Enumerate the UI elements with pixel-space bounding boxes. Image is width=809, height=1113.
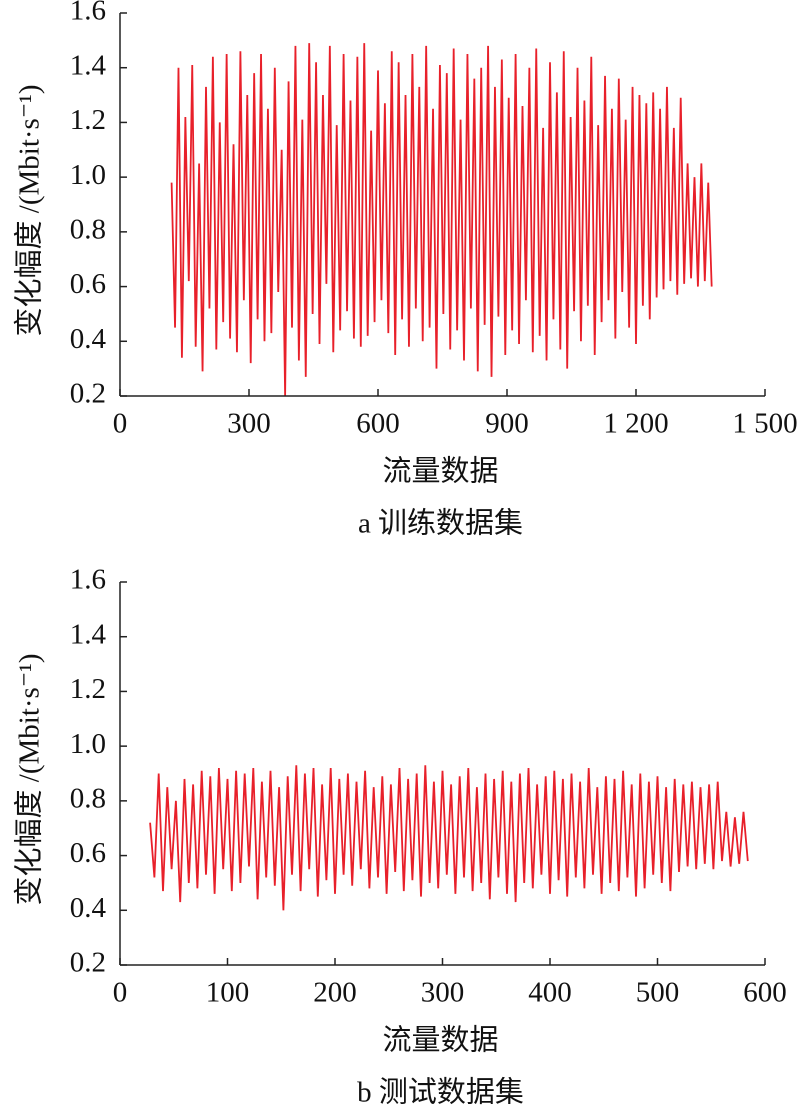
x-tick-label: 1 200: [603, 408, 668, 440]
caption: b 测试数据集: [357, 1076, 524, 1109]
caption: a 训练数据集: [358, 507, 523, 540]
x-tick-label: 400: [528, 977, 572, 1009]
data-line: [170, 43, 713, 397]
y-tick-label: 0.8: [70, 783, 106, 815]
y-tick-label: 1.0: [70, 728, 106, 760]
y-tick-label: 1.6: [70, 0, 106, 27]
y-tick-label: 0.8: [70, 214, 106, 246]
y-tick-label: 1.0: [70, 159, 106, 191]
x-tick-label: 300: [227, 408, 271, 440]
y-tick-label: 0.2: [70, 378, 106, 410]
x-tick-label: 1 500: [732, 408, 797, 440]
x-tick-label: 100: [206, 977, 250, 1009]
y-tick-label: 1.4: [70, 618, 107, 650]
x-tick-label: 900: [485, 408, 529, 440]
data-line: [149, 765, 749, 911]
x-tick-label: 600: [356, 408, 400, 440]
y-tick-label: 0.6: [70, 837, 106, 869]
x-tick-label: 300: [421, 977, 465, 1009]
y-tick-label: 1.2: [70, 673, 106, 705]
y-axis-label: 变化幅度 /(Mbit·s⁻¹): [13, 85, 46, 337]
x-tick-label: 0: [113, 977, 128, 1009]
y-tick-label: 0.2: [70, 947, 106, 979]
y-tick-label: 1.4: [70, 49, 107, 81]
x-axis-label: 流量数据: [382, 1024, 498, 1057]
x-axis-label: 流量数据: [382, 455, 498, 488]
x-tick-label: 0: [113, 408, 128, 440]
x-tick-label: 200: [313, 977, 357, 1009]
y-tick-label: 0.4: [70, 323, 107, 355]
y-tick-label: 1.6: [70, 564, 106, 596]
x-tick-label: 600: [743, 977, 787, 1009]
y-tick-label: 0.4: [70, 892, 107, 924]
y-axis-label: 变化幅度 /(Mbit·s⁻¹): [13, 654, 46, 906]
y-tick-label: 0.6: [70, 268, 106, 300]
y-tick-label: 1.2: [70, 104, 106, 136]
x-tick-label: 500: [636, 977, 680, 1009]
